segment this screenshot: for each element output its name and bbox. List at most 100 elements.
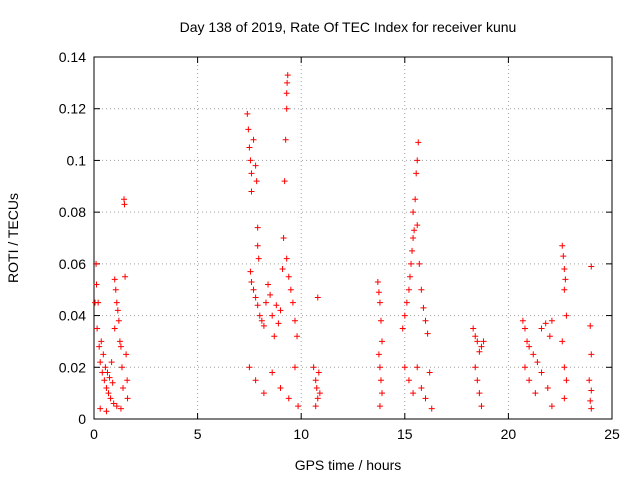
data-point	[97, 359, 104, 366]
data-point	[315, 369, 322, 376]
data-point	[428, 405, 435, 412]
data-point	[561, 286, 568, 293]
data-point	[277, 307, 284, 314]
x-tick-label: 10	[293, 426, 309, 442]
data-point	[478, 343, 485, 350]
data-point	[260, 390, 267, 397]
data-point	[117, 343, 124, 350]
data-point	[310, 364, 317, 371]
data-point	[408, 260, 415, 267]
data-point	[560, 253, 567, 260]
axis-ticks: 0 5 10 15 20 25 0 0.02 0.04 0.06 0.08 0.1 0.12 0.14	[59, 49, 620, 442]
data-point	[412, 196, 419, 203]
data-point	[472, 333, 479, 340]
data-point	[114, 307, 121, 314]
data-point	[561, 266, 568, 273]
data-point	[105, 390, 112, 397]
data-point	[379, 338, 386, 345]
data-point	[253, 178, 260, 185]
data-point	[111, 276, 118, 283]
data-point	[476, 348, 483, 355]
data-point	[562, 276, 569, 283]
data-point	[254, 242, 261, 249]
data-point	[420, 304, 427, 311]
data-point	[100, 351, 107, 358]
data-point	[113, 299, 120, 306]
data-point	[121, 196, 128, 203]
data-point	[526, 343, 533, 350]
data-point	[474, 338, 481, 345]
data-point	[546, 333, 553, 340]
data-point	[416, 260, 423, 267]
data-point	[109, 379, 116, 386]
data-point	[279, 266, 286, 273]
data-point	[285, 273, 292, 280]
data-point	[258, 317, 265, 324]
data-point	[548, 317, 555, 324]
data-point	[559, 242, 566, 249]
data-point	[376, 403, 383, 410]
data-point	[103, 408, 110, 415]
data-point	[414, 157, 421, 164]
x-tick-label: 20	[501, 426, 517, 442]
data-point	[97, 405, 104, 412]
data-point	[422, 317, 429, 324]
data-point	[111, 325, 118, 332]
data-point	[250, 136, 257, 143]
data-point	[415, 139, 422, 146]
data-point	[247, 268, 254, 275]
data-point	[116, 338, 123, 345]
data-point	[294, 333, 301, 340]
data-point	[93, 260, 100, 267]
data-point	[379, 390, 386, 397]
data-point	[256, 312, 263, 319]
data-point	[112, 286, 119, 293]
data-point	[124, 395, 131, 402]
data-point	[424, 330, 431, 337]
data-point	[410, 390, 417, 397]
y-axis-label: ROTI / TECUs	[5, 193, 21, 283]
data-point	[275, 320, 282, 327]
data-point	[414, 222, 421, 229]
data-point	[108, 359, 115, 366]
data-point	[563, 377, 570, 384]
data-point	[269, 369, 276, 376]
data-point	[375, 289, 382, 296]
chart-title: Day 138 of 2019, Rate Of TEC Index for r…	[180, 19, 517, 35]
data-point	[405, 377, 412, 384]
plot-frame	[93, 56, 613, 420]
y-tick-label: 0.14	[59, 49, 86, 65]
data-point	[285, 395, 292, 402]
data-point	[474, 377, 481, 384]
data-point	[410, 209, 417, 216]
data-point	[277, 384, 284, 391]
data-point	[411, 227, 418, 234]
y-tick-label: 0.12	[59, 101, 86, 117]
data-point	[271, 333, 278, 340]
data-point	[375, 351, 382, 358]
data-point	[94, 325, 101, 332]
y-tick-label: 0.1	[67, 152, 87, 168]
data-point	[399, 325, 406, 332]
data-point	[248, 188, 255, 195]
data-point	[103, 384, 110, 391]
data-point	[588, 405, 595, 412]
x-tick-label: 0	[90, 426, 98, 442]
data-point	[254, 224, 261, 231]
data-point	[121, 201, 128, 208]
data-point	[250, 286, 257, 293]
data-point	[260, 322, 267, 329]
data-point	[561, 395, 568, 402]
data-point	[563, 312, 570, 319]
data-point	[248, 278, 255, 285]
data-point	[588, 351, 595, 358]
data-point	[472, 364, 479, 371]
data-point	[246, 364, 253, 371]
data-point	[283, 90, 290, 97]
data-point	[122, 273, 129, 280]
data-point	[534, 359, 541, 366]
y-tick-label: 0.02	[59, 359, 86, 375]
data-point	[96, 343, 103, 350]
data-point	[265, 281, 272, 288]
data-point	[291, 364, 298, 371]
